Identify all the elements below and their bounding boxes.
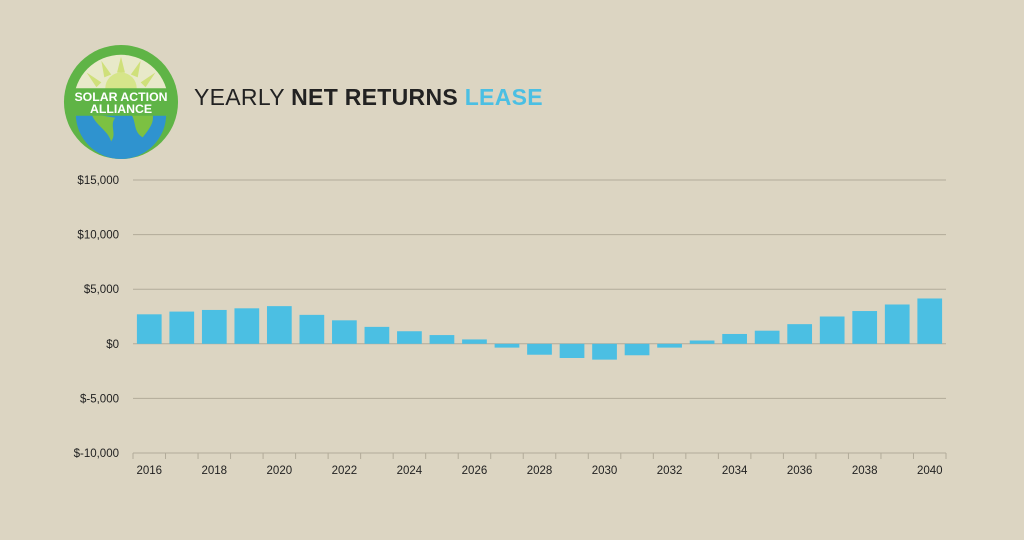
bar-2023	[364, 326, 390, 344]
bar-2027	[494, 343, 520, 348]
y-tick-label: $-5,000	[80, 393, 119, 405]
y-tick-label: $-10,000	[74, 448, 119, 460]
bar-2018	[201, 309, 227, 344]
bar-2032	[657, 343, 682, 348]
logo-text-line1: SOLAR ACTION	[74, 90, 167, 104]
bar-2025	[429, 335, 455, 344]
bar-2035	[754, 330, 780, 344]
bar-2029	[559, 343, 585, 358]
bar-2039	[884, 304, 910, 344]
x-tick-label: 2028	[527, 465, 553, 477]
title-part-yearly: YEARLY	[194, 84, 292, 110]
y-tick-label: $10,000	[77, 230, 119, 242]
y-tick-label: $0	[106, 339, 119, 351]
x-tick-label: 2030	[592, 465, 618, 477]
title-part-lease: LEASE	[458, 84, 543, 110]
bar-2019	[234, 308, 260, 344]
bars	[136, 298, 943, 360]
y-tick-label: $15,000	[77, 175, 119, 187]
logo-banner	[67, 88, 175, 116]
land-icon	[91, 113, 116, 142]
x-tick-label: 2016	[136, 465, 162, 477]
logo-text-line2: ALLIANCE	[90, 102, 152, 116]
bar-2034	[722, 333, 747, 344]
bar-2026	[462, 339, 487, 344]
bar-2020	[266, 306, 292, 344]
x-tick-label: 2034	[722, 465, 748, 477]
title-part-net-returns: NET RETURNS	[291, 84, 459, 110]
bar-2024	[397, 331, 422, 344]
solar-action-alliance-logo: SOLAR ACTION ALLIANCE	[63, 44, 179, 160]
y-axis-labels: $15,000 $10,000 $5,000 $0 $-5,000 $-10,000	[74, 175, 119, 460]
bar-2021	[299, 314, 325, 344]
x-tick-label: 2038	[852, 465, 878, 477]
x-tick-label: 2026	[462, 465, 488, 477]
bar-2022	[332, 320, 357, 344]
x-tick-label: 2036	[787, 465, 813, 477]
x-tick-label: 2022	[332, 465, 358, 477]
bar-2017	[169, 311, 195, 344]
bar-2036	[787, 324, 813, 344]
y-tick-label: $5,000	[84, 284, 119, 296]
bar-2037	[819, 316, 845, 344]
x-tick-label: 2032	[657, 465, 683, 477]
bar-2033	[689, 340, 715, 344]
x-axis-labels: 2016 2018 2020 2022 2024 2026 2028 2030 2032 2034…	[132, 452, 947, 477]
x-tick-label: 2018	[202, 465, 228, 477]
sun-rays-icon	[86, 56, 156, 88]
bar-2038	[852, 311, 878, 344]
bar-2028	[527, 343, 552, 355]
bar-2040	[917, 298, 943, 344]
bar-2031	[624, 343, 650, 356]
x-tick-label: 2040	[917, 465, 943, 477]
x-tick-label: 2024	[397, 465, 423, 477]
bar-2016	[136, 314, 162, 344]
x-tick-label: 2020	[267, 465, 293, 477]
chart-title: YEARLY NET RETURNS LEASE	[194, 84, 543, 111]
bar-2030	[592, 343, 617, 360]
